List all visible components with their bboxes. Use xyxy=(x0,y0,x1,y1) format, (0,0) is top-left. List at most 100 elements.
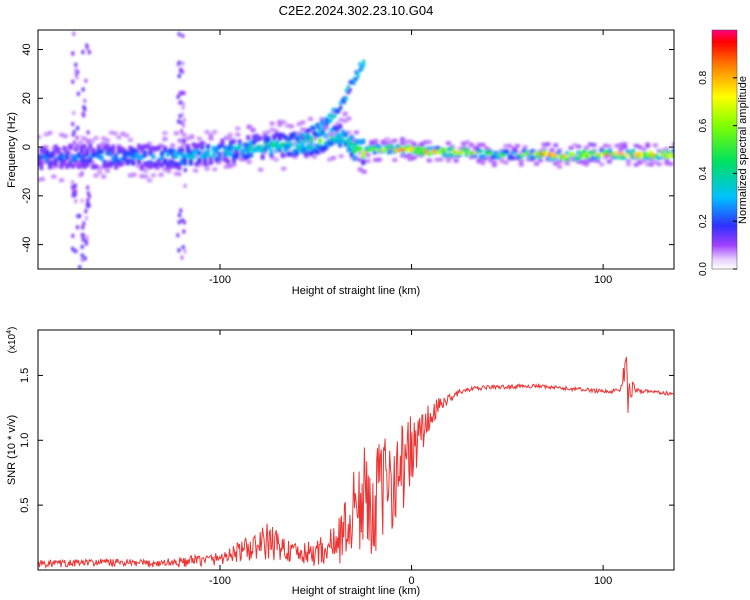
snr-y-multiplier: (x104) xyxy=(6,327,18,354)
spectrogram-ridge-cell xyxy=(137,156,142,162)
spectrogram-streak-cell xyxy=(84,209,88,214)
spectrogram-branch-cell xyxy=(314,131,318,136)
spectrogram-ridge-cell xyxy=(510,150,515,155)
spectrogram-halo-cell xyxy=(212,130,218,135)
spectrogram-ridge-cell xyxy=(550,152,555,157)
spectrogram-halo-cell xyxy=(246,159,252,164)
spectrogram-y-tick-label: 40 xyxy=(21,43,33,55)
spectrogram-ridge-cell xyxy=(85,147,90,153)
spectrogram-halo-cell xyxy=(319,117,325,122)
spectrogram-ridge-cell xyxy=(398,145,403,150)
colorbar-tick-label: 0.8 xyxy=(698,70,709,84)
spectrogram-ridge-cell xyxy=(530,156,535,161)
spectrogram-halo-cell xyxy=(127,137,133,142)
spectrogram-halo-cell xyxy=(583,146,589,151)
spectrogram-ridge-cell xyxy=(303,138,308,144)
spectrogram-halo-cell xyxy=(262,131,268,136)
spectrogram-halo-cell xyxy=(108,130,114,135)
spectrogram-halo-cell xyxy=(311,154,317,159)
spectrogram-branch-cell xyxy=(310,126,314,131)
spectrogram-ridge-cell xyxy=(191,150,196,156)
spectrogram-ridge-cell xyxy=(352,156,357,162)
spectrogram-halo-cell xyxy=(173,131,179,136)
spectrogram-halo-cell xyxy=(407,157,413,162)
spectrogram-halo-cell xyxy=(645,142,651,147)
spectrogram-ridge-cell xyxy=(346,142,351,148)
spectrogram-ridge-cell xyxy=(128,150,133,156)
snr-panel: -100 0 100 0.5 1.0 1.5 Height of straight li… xyxy=(6,327,675,597)
spectrogram-halo-cell xyxy=(403,154,409,159)
spectrogram-halo-cell xyxy=(518,158,524,163)
spectrogram-halo-cell xyxy=(606,144,612,149)
spectrogram-halo-cell xyxy=(185,136,191,141)
spectrogram-streak-cell xyxy=(86,185,90,190)
colorbar-label: Normalized spectral amplitude xyxy=(737,76,749,224)
spectrogram-ridge-cell xyxy=(111,144,116,150)
spectrogram-y-tick-label: 0 xyxy=(21,144,33,150)
spectrogram-halo-cell xyxy=(285,123,291,128)
spectrogram-ridge-cell xyxy=(226,145,231,151)
spectrogram-halo-cell xyxy=(104,159,110,164)
spectrogram-ridge-cell xyxy=(160,162,165,168)
spectrogram-streak-cell xyxy=(71,180,75,185)
spectrogram-halo-cell xyxy=(476,158,482,163)
spectrogram-ridge-cell xyxy=(619,155,624,160)
spectrogram-halo-cell xyxy=(331,132,337,137)
spectrogram-ridge-cell xyxy=(309,150,314,156)
spectrogram-ridge-cell xyxy=(358,139,363,145)
spectrogram-halo-cell xyxy=(507,143,513,148)
spectrogram-ridge-cell xyxy=(151,146,156,152)
spectrogram-ridge-cell xyxy=(315,143,320,149)
spectrogram-halo-cell xyxy=(599,162,605,167)
spectrogram-ridge-cell xyxy=(263,146,268,152)
spectrogram-halo-cell xyxy=(323,126,329,131)
spectrogram-ridge-cell xyxy=(283,142,288,148)
spectrogram-ridge-cell xyxy=(59,155,64,161)
spectrogram-ridge-cell xyxy=(53,144,58,150)
spectrogram-ridge-cell xyxy=(194,161,199,167)
spectrogram-ridge-cell xyxy=(229,140,234,146)
spectrogram-streak-cell xyxy=(75,75,79,80)
spectrogram-ridge-cell xyxy=(39,160,44,166)
spectrogram-halo-cell xyxy=(170,143,176,148)
spectrogram-streak-cell xyxy=(180,129,184,134)
spectrogram-halo-cell xyxy=(93,173,99,178)
spectrogram-ridge-cell xyxy=(476,147,481,152)
spectrogram-ridge-cell xyxy=(194,149,199,155)
spectrogram-branch-cell xyxy=(318,126,322,131)
spectrogram-ridge-cell xyxy=(148,164,153,170)
spectrogram-ridge-cell xyxy=(556,150,561,155)
spectrogram-streak-cell xyxy=(84,241,88,246)
spectrogram-ridge-cell xyxy=(263,134,268,140)
spectrogram-ridge-cell xyxy=(131,155,136,161)
spectrogram-ridge-cell xyxy=(533,152,538,157)
spectrogram-ridge-cell xyxy=(180,152,185,158)
spectrogram-ridge-cell xyxy=(660,150,665,155)
spectrogram-branch-cell xyxy=(320,119,324,124)
spectrogram-ridge-cell xyxy=(338,142,343,148)
spectrogram-streak-cell xyxy=(82,221,86,226)
spectrogram-halo-cell xyxy=(572,143,578,148)
spectrogram-ridge-cell xyxy=(162,145,167,151)
spectrogram-ridge-cell xyxy=(114,153,119,159)
spectrogram-ridge-cell xyxy=(229,151,234,157)
spectrogram-ridge-cell xyxy=(479,149,484,154)
spectrogram-ridge-cell xyxy=(493,154,498,159)
spectrogram-branch-cell xyxy=(362,63,366,68)
spectrogram-streak-cell xyxy=(80,198,84,203)
spectrogram-streak-cell xyxy=(83,107,87,112)
spectrogram-branch-cell xyxy=(327,113,331,118)
spectrogram-ridge-cell xyxy=(318,145,323,151)
spectrogram-halo-cell xyxy=(334,130,340,135)
spectrogram-ridge-cell xyxy=(562,153,567,158)
spectrogram-halo-cell xyxy=(39,177,45,182)
spectrogram-halo-cell xyxy=(549,148,555,153)
spectrogram-halo-cell xyxy=(438,157,444,162)
spectrogram-ridge-cell xyxy=(323,133,328,139)
spectrogram-branch-cell xyxy=(356,71,360,76)
spectrogram-ridge-cell xyxy=(122,149,127,155)
spectrogram-ridge-cell xyxy=(108,160,113,166)
spectrogram-halo-cell xyxy=(38,177,41,182)
spectrogram-halo-cell xyxy=(537,158,543,163)
spectrogram-ridge-cell xyxy=(487,150,492,155)
